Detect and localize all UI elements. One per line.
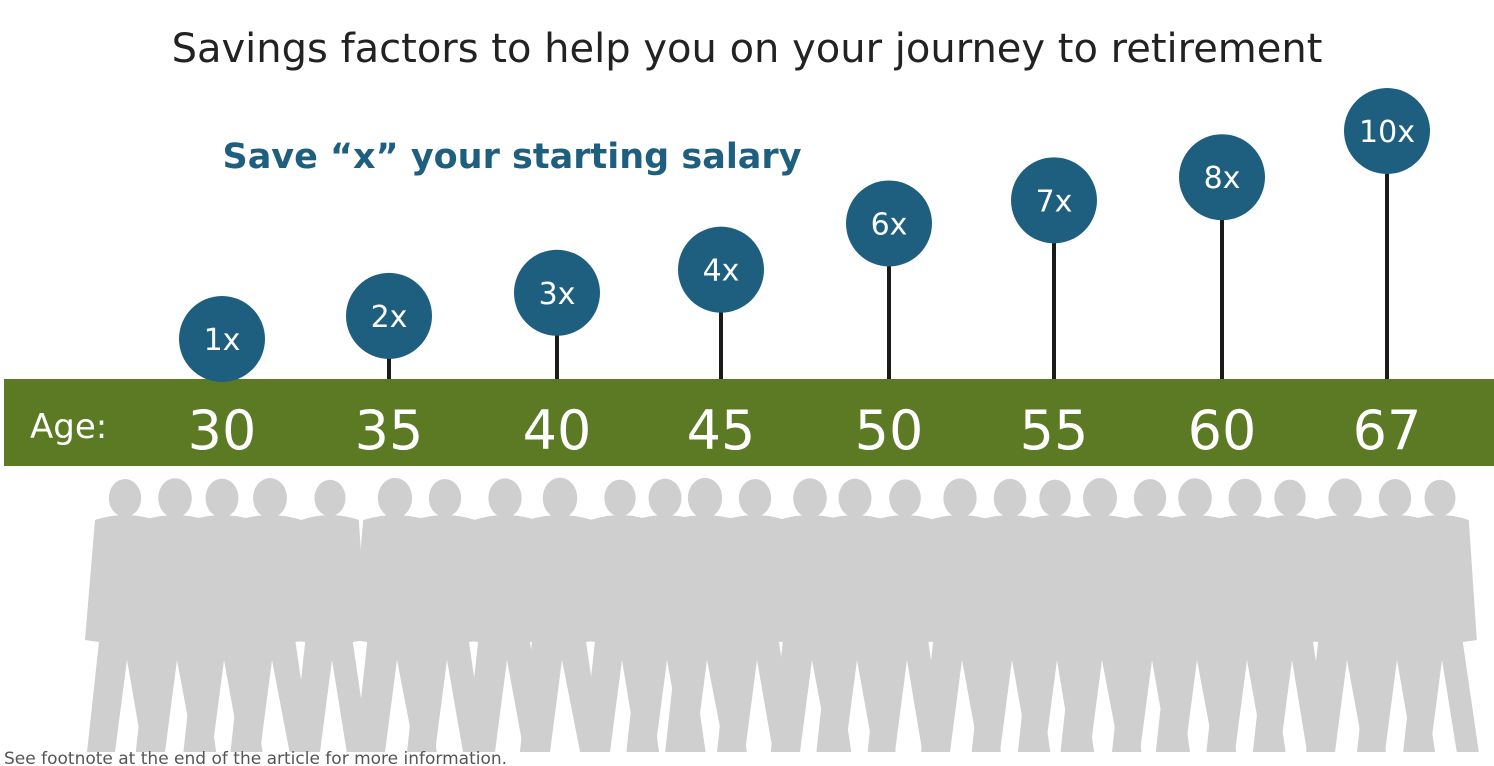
age-tick-labels: 30 35 40 45 50 55 60 67 <box>188 399 1422 462</box>
person-silhouette <box>228 478 312 752</box>
age-tick-label: 40 <box>523 399 592 462</box>
savings-bubble <box>346 272 432 359</box>
person-silhouette <box>517 477 603 752</box>
savings-bubble <box>1011 157 1097 244</box>
age-prefix-label: Age: <box>30 407 107 447</box>
savings-factor-label: 6x <box>871 207 908 242</box>
age-tick-label: 60 <box>1188 399 1257 462</box>
savings-bubble <box>678 226 764 313</box>
savings-bubbles: 1x 2x 3x 4x 6x 7x 8x 10x <box>179 88 1430 382</box>
age-tick-label: 67 <box>1353 399 1422 462</box>
crowd-silhouette-illustration <box>85 477 1479 752</box>
age-tick-label: 35 <box>355 399 424 462</box>
age-tick-label: 30 <box>188 399 257 462</box>
savings-bubble <box>514 249 600 336</box>
bubble-stems <box>387 172 1389 379</box>
age-tick-label: 55 <box>1020 399 1089 462</box>
chart-subtitle: Save “x” your starting salary <box>222 137 801 177</box>
savings-factor-label: 1x <box>204 323 241 358</box>
chart-title: Savings factors to help you on your jour… <box>172 26 1323 72</box>
age-tick-label: 45 <box>687 399 756 462</box>
person-silhouette <box>405 479 485 752</box>
savings-bubble <box>846 180 932 267</box>
savings-factor-label: 4x <box>703 254 740 289</box>
savings-factor-label: 8x <box>1204 161 1241 196</box>
savings-bubble <box>1344 88 1430 174</box>
footnote: See footnote at the end of the article f… <box>4 749 507 766</box>
savings-factor-label: 3x <box>539 277 576 312</box>
savings-factor-label: 2x <box>371 300 408 335</box>
person-silhouette <box>1250 479 1330 752</box>
person-silhouette <box>1401 479 1479 752</box>
savings-factor-label: 7x <box>1036 184 1073 219</box>
savings-bubble <box>1179 134 1265 221</box>
savings-bubble <box>179 296 265 382</box>
person-silhouette <box>291 479 369 752</box>
age-tick-label: 50 <box>855 399 924 462</box>
savings-factor-label: 10x <box>1359 115 1415 150</box>
age-band <box>4 379 1494 466</box>
